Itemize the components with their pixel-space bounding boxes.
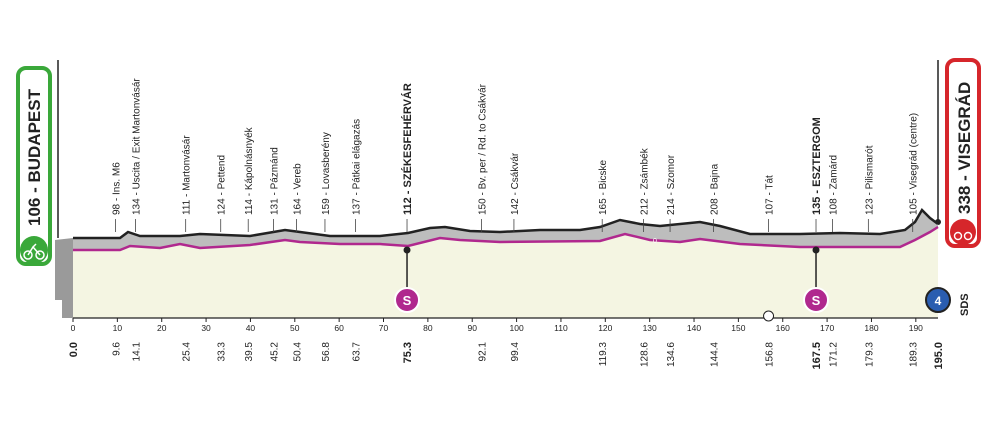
scale-label: 90 bbox=[467, 323, 477, 333]
waypoint-label: 107 - Tát bbox=[765, 175, 776, 215]
distance-label: 56.8 bbox=[321, 342, 332, 362]
distance-label: 171.2 bbox=[828, 342, 839, 367]
bike-wheel bbox=[963, 231, 973, 241]
scale-label: 170 bbox=[820, 323, 834, 333]
scale-label: 140 bbox=[687, 323, 701, 333]
distance-label: 119.3 bbox=[598, 342, 609, 367]
bike-wheel bbox=[953, 231, 963, 241]
sprint-icon bbox=[394, 287, 421, 313]
finish-icon bbox=[950, 219, 976, 245]
waypoint-label: 98 - Ins. M6 bbox=[112, 162, 123, 215]
waypoint-label: 212 - Zsámbék bbox=[639, 147, 650, 215]
distance-label: 179.3 bbox=[864, 342, 875, 367]
scale-label: 60 bbox=[334, 323, 344, 333]
start-label: 106 - BUDAPEST bbox=[25, 88, 44, 226]
sprint-dot bbox=[812, 246, 820, 254]
distance-label: 39.5 bbox=[244, 342, 255, 362]
route-line bbox=[73, 225, 939, 252]
waypoint-label: 112 - SZÉKESFEHÉRVÁR bbox=[401, 83, 414, 215]
scale-label: 80 bbox=[423, 323, 433, 333]
finish-label: 338 - VISEGRÁD bbox=[955, 82, 974, 214]
scale-label: 150 bbox=[731, 323, 745, 333]
distance-label: 134.6 bbox=[666, 342, 677, 367]
waypoint-label: 108 - Zamárd bbox=[828, 155, 839, 215]
waypoint-label: 134 - Uscita / Exit Martonvásár bbox=[132, 78, 143, 215]
waypoint-label: 135 - ESZTERGOM bbox=[811, 117, 823, 215]
altitude-label: 200 bbox=[649, 215, 661, 222]
waypoint-label: 123 - Pilismarót bbox=[864, 145, 875, 215]
distance-label: 63.7 bbox=[352, 342, 363, 362]
waypoint-label: 137 - Pátkai elágazás bbox=[352, 119, 363, 215]
scale-label: 110 bbox=[554, 323, 568, 333]
finish-km-icon bbox=[925, 287, 951, 313]
sprint-label: S bbox=[812, 293, 821, 308]
distance-label: 167.5 bbox=[811, 342, 823, 370]
scale-label: 70 bbox=[379, 323, 389, 333]
ridge-line bbox=[73, 207, 939, 240]
waypoint-label: 114 - Kápolnásnyék bbox=[244, 126, 255, 215]
finish-badge bbox=[945, 58, 981, 248]
bike-frame bbox=[27, 243, 41, 256]
bike-wheel bbox=[23, 250, 33, 260]
sponsor: SDS bbox=[959, 293, 971, 316]
waypoint-label: 142 - Csákvár bbox=[510, 152, 521, 215]
altitude-label: 0 bbox=[653, 238, 657, 245]
distance-label: 50.4 bbox=[293, 342, 304, 362]
waypoint-label: 165 - Bicske bbox=[598, 160, 609, 215]
distance-label: 128.6 bbox=[639, 342, 650, 367]
scale-label: 130 bbox=[643, 323, 657, 333]
scale-label: 30 bbox=[201, 323, 211, 333]
start-icon bbox=[20, 236, 48, 264]
waypoint-label: 164 - Vereb bbox=[293, 163, 304, 215]
waypoint-label: 208 - Bajna bbox=[710, 163, 721, 215]
bike-wheel bbox=[35, 250, 45, 260]
distance-label: 75.3 bbox=[402, 342, 414, 363]
waypoint-label: 214 - Szomor bbox=[666, 154, 677, 215]
waypoint-label: 124 - Pettend bbox=[217, 155, 228, 215]
waypoint-label: 105 - Visegrád (centre) bbox=[909, 113, 920, 215]
scale-label: 20 bbox=[157, 323, 167, 333]
distance-label: 33.3 bbox=[217, 342, 228, 362]
sprint-icon bbox=[803, 287, 830, 313]
scale-label: 50 bbox=[290, 323, 300, 333]
distance-label: 195.0 bbox=[933, 342, 945, 370]
scale-label: 180 bbox=[864, 323, 878, 333]
distance-label: 99.4 bbox=[510, 342, 521, 362]
scale-label: 0 bbox=[71, 323, 76, 333]
timing-icon bbox=[763, 310, 775, 322]
waypoint-label: 131 - Pázmánd bbox=[270, 147, 281, 215]
start-block bbox=[55, 238, 73, 318]
scale-label: 190 bbox=[909, 323, 923, 333]
distance-label: 9.6 bbox=[112, 342, 123, 356]
road-area bbox=[73, 227, 938, 318]
scale-label: 40 bbox=[246, 323, 256, 333]
distance-label: 14.1 bbox=[132, 342, 143, 362]
scale-label: 10 bbox=[113, 323, 123, 333]
distance-label: 144.4 bbox=[710, 342, 721, 367]
distance-label: 25.4 bbox=[182, 342, 193, 362]
waypoint-label: 159 - Lovasberény bbox=[321, 132, 332, 215]
distance-label: 0.0 bbox=[68, 342, 80, 357]
sprint-label: S bbox=[403, 293, 412, 308]
finish-km-label: 4 bbox=[935, 294, 942, 308]
distance-label: 92.1 bbox=[478, 342, 489, 362]
dynamic-layer: 0 10 20 30 40 50 60 70 80 90 100 110 120 130 140 150 160… bbox=[68, 78, 971, 370]
distance-label: 45.2 bbox=[270, 342, 281, 362]
waypoint-label: 150 - Bv. per / Rd. to Csákvár bbox=[478, 83, 489, 215]
scale-label: 120 bbox=[598, 323, 612, 333]
distance-label: 156.8 bbox=[765, 342, 776, 367]
scale-label: 100 bbox=[509, 323, 523, 333]
waypoint-label: 111 - Martonvásár bbox=[182, 135, 193, 215]
sprint-dot bbox=[403, 246, 411, 254]
scale-label: 160 bbox=[776, 323, 790, 333]
distance-label: 189.3 bbox=[909, 342, 920, 367]
